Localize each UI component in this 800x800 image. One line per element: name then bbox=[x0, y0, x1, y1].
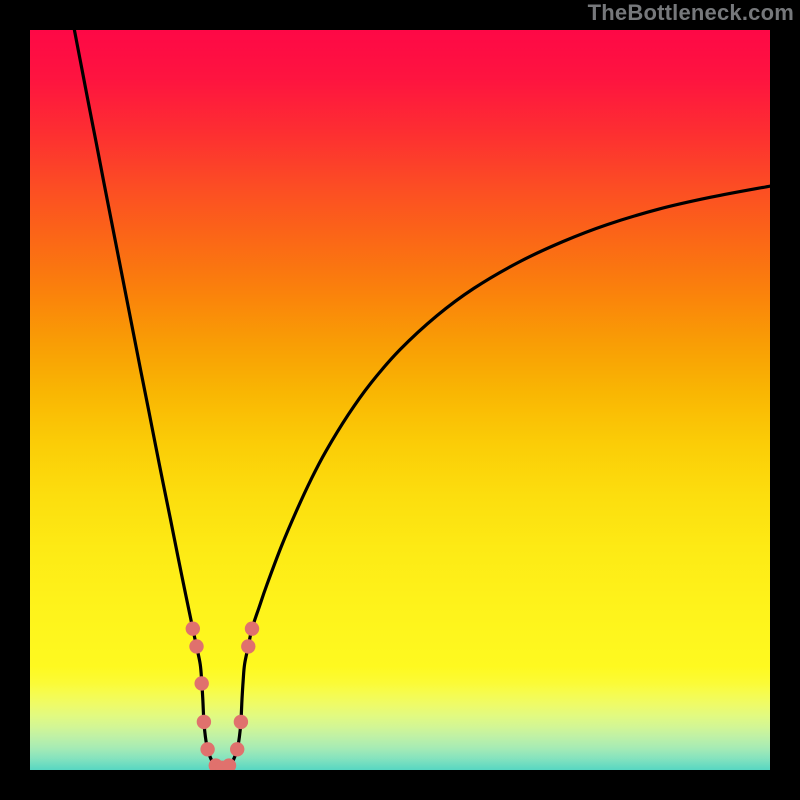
data-dot bbox=[186, 621, 200, 635]
data-dot bbox=[197, 715, 211, 729]
chart-stage: TheBottleneck.com bbox=[0, 0, 800, 800]
plot-background bbox=[30, 30, 770, 770]
attribution-label: TheBottleneck.com bbox=[588, 0, 794, 26]
data-dot bbox=[245, 621, 259, 635]
data-dot bbox=[234, 715, 248, 729]
data-dot bbox=[200, 742, 214, 756]
data-dot bbox=[194, 676, 208, 690]
data-dot bbox=[189, 639, 203, 653]
data-dot bbox=[222, 758, 236, 772]
data-dot bbox=[230, 742, 244, 756]
data-dot bbox=[241, 639, 255, 653]
bottleneck-chart bbox=[0, 0, 800, 800]
